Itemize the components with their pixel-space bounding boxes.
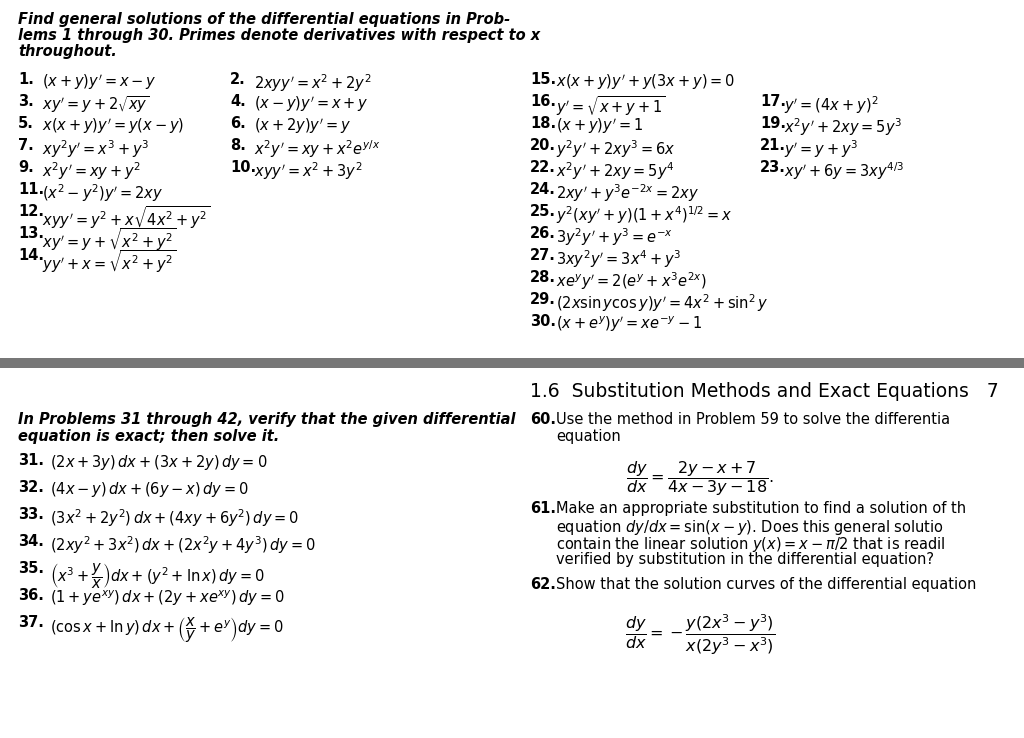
Text: $xyy' = y^2 + x\sqrt{4x^2 + y^2}$: $xyy' = y^2 + x\sqrt{4x^2 + y^2}$: [42, 204, 211, 231]
Text: $(1 + ye^{xy})\,dx + (2y + xe^{xy})\,dy = 0$: $(1 + ye^{xy})\,dx + (2y + xe^{xy})\,dy …: [50, 588, 285, 607]
Text: $xy' + 6y = 3xy^{4/3}$: $xy' + 6y = 3xy^{4/3}$: [784, 160, 904, 182]
Text: $y^2y' + 2xy^3 = 6x$: $y^2y' + 2xy^3 = 6x$: [556, 138, 676, 159]
Text: 62.: 62.: [530, 577, 556, 592]
Text: $2xy' + y^3e^{-2x} = 2xy$: $2xy' + y^3e^{-2x} = 2xy$: [556, 182, 699, 204]
Text: 34.: 34.: [18, 534, 44, 549]
Text: 10.: 10.: [230, 160, 256, 175]
Text: $yy' + x = \sqrt{x^2 + y^2}$: $yy' + x = \sqrt{x^2 + y^2}$: [42, 248, 176, 275]
Text: 28.: 28.: [530, 270, 556, 285]
Text: $(2x \sin y \cos y)y' = 4x^2 + \sin^2 y$: $(2x \sin y \cos y)y' = 4x^2 + \sin^2 y$: [556, 292, 768, 314]
Text: 19.: 19.: [760, 116, 786, 131]
Text: $3xy^2y' = 3x^4 + y^3$: $3xy^2y' = 3x^4 + y^3$: [556, 248, 682, 269]
Text: 37.: 37.: [18, 615, 44, 630]
Text: 18.: 18.: [530, 116, 556, 131]
Text: verified by substitution in the differential equation?: verified by substitution in the differen…: [556, 552, 934, 567]
Text: 35.: 35.: [18, 561, 44, 576]
Text: 5.: 5.: [18, 116, 34, 131]
Text: $x^2y' + 2xy = 5y^3$: $x^2y' + 2xy = 5y^3$: [784, 116, 902, 138]
Text: 1.: 1.: [18, 72, 34, 87]
Text: 4.: 4.: [230, 94, 246, 109]
Text: Use the method in Problem 59 to solve the differentia: Use the method in Problem 59 to solve th…: [556, 412, 950, 427]
Text: 14.: 14.: [18, 248, 44, 263]
Text: 31.: 31.: [18, 453, 44, 468]
Text: 7.: 7.: [18, 138, 34, 153]
Text: $xy' = y + 2\sqrt{xy}$: $xy' = y + 2\sqrt{xy}$: [42, 94, 150, 115]
Text: $y' = \sqrt{x + y + 1}$: $y' = \sqrt{x + y + 1}$: [556, 94, 666, 118]
Text: 20.: 20.: [530, 138, 556, 153]
Text: equation $dy/dx = \sin(x - y)$. Does this general solutio: equation $dy/dx = \sin(x - y)$. Does thi…: [556, 518, 944, 537]
Text: $(x + y)y' = x - y$: $(x + y)y' = x - y$: [42, 72, 157, 92]
Text: $x^2y' = xy + y^2$: $x^2y' = xy + y^2$: [42, 160, 141, 182]
Text: 24.: 24.: [530, 182, 556, 197]
Text: 60.: 60.: [530, 412, 556, 427]
Text: 12.: 12.: [18, 204, 44, 219]
Text: $(\cos x + \ln y)\,dx + \left(\dfrac{x}{y} + e^y\right)dy = 0$: $(\cos x + \ln y)\,dx + \left(\dfrac{x}{…: [50, 615, 284, 644]
Text: 13.: 13.: [18, 226, 44, 241]
Text: $(x + e^y)y' = xe^{-y} - 1$: $(x + e^y)y' = xe^{-y} - 1$: [556, 314, 702, 334]
Text: 15.: 15.: [530, 72, 556, 87]
Text: 1.6  Substitution Methods and Exact Equations   7: 1.6 Substitution Methods and Exact Equat…: [530, 382, 998, 401]
Text: $(x + y)y' = 1$: $(x + y)y' = 1$: [556, 116, 643, 136]
Text: $xe^yy' = 2(e^y + x^3e^{2x})$: $xe^yy' = 2(e^y + x^3e^{2x})$: [556, 270, 707, 292]
Text: 25.: 25.: [530, 204, 556, 219]
Text: 30.: 30.: [530, 314, 556, 329]
Text: lems 1 through 30. Primes denote derivatives with respect to x: lems 1 through 30. Primes denote derivat…: [18, 28, 540, 43]
Text: 17.: 17.: [760, 94, 786, 109]
Text: $xyy' = x^2 + 3y^2$: $xyy' = x^2 + 3y^2$: [254, 160, 362, 182]
Text: $(2x + 3y)\,dx + (3x + 2y)\,dy = 0$: $(2x + 3y)\,dx + (3x + 2y)\,dy = 0$: [50, 453, 267, 472]
Bar: [0, 358, 1024, 368]
Text: throughout.: throughout.: [18, 44, 117, 59]
Text: 8.: 8.: [230, 138, 246, 153]
Text: 16.: 16.: [530, 94, 556, 109]
Text: 27.: 27.: [530, 248, 556, 263]
Text: $(x - y)y' = x + y$: $(x - y)y' = x + y$: [254, 94, 369, 114]
Text: $x(x + y)y' + y(3x + y) = 0$: $x(x + y)y' + y(3x + y) = 0$: [556, 72, 735, 92]
Text: equation: equation: [556, 429, 621, 444]
Text: 33.: 33.: [18, 507, 44, 522]
Text: 23.: 23.: [760, 160, 785, 175]
Text: $x^2y' = xy + x^2e^{y/x}$: $x^2y' = xy + x^2e^{y/x}$: [254, 138, 380, 159]
Text: $(x + 2y)y' = y$: $(x + 2y)y' = y$: [254, 116, 351, 136]
Text: 21.: 21.: [760, 138, 786, 153]
Text: $(4x - y)\,dx + (6y - x)\,dy = 0$: $(4x - y)\,dx + (6y - x)\,dy = 0$: [50, 480, 249, 499]
Text: 9.: 9.: [18, 160, 34, 175]
Text: 22.: 22.: [530, 160, 556, 175]
Text: contain the linear solution $y(x) = x - \pi/2$ that is readil: contain the linear solution $y(x) = x - …: [556, 535, 945, 554]
Text: $3y^2y' + y^3 = e^{-x}$: $3y^2y' + y^3 = e^{-x}$: [556, 226, 673, 248]
Text: 3.: 3.: [18, 94, 34, 109]
Text: Make an appropriate substitution to find a solution of th: Make an appropriate substitution to find…: [556, 501, 966, 516]
Text: $xy' = y + \sqrt{x^2 + y^2}$: $xy' = y + \sqrt{x^2 + y^2}$: [42, 226, 176, 253]
Text: In Problems 31 through 42, verify that the given differential: In Problems 31 through 42, verify that t…: [18, 412, 515, 427]
Text: equation is exact; then solve it.: equation is exact; then solve it.: [18, 429, 280, 444]
Text: 2.: 2.: [230, 72, 246, 87]
Text: 29.: 29.: [530, 292, 556, 307]
Text: 36.: 36.: [18, 588, 44, 603]
Text: 61.: 61.: [530, 501, 556, 516]
Text: $\left(x^3 + \dfrac{y}{x}\right)dx + (y^2 + \ln x)\,dy = 0$: $\left(x^3 + \dfrac{y}{x}\right)dx + (y^…: [50, 561, 265, 590]
Text: $(3x^2 + 2y^2)\,dx + (4xy + 6y^2)\,dy = 0$: $(3x^2 + 2y^2)\,dx + (4xy + 6y^2)\,dy = …: [50, 507, 299, 528]
Text: $2xyy' = x^2 + 2y^2$: $2xyy' = x^2 + 2y^2$: [254, 72, 372, 94]
Text: $(2xy^2 + 3x^2)\,dx + (2x^2y + 4y^3)\,dy = 0$: $(2xy^2 + 3x^2)\,dx + (2x^2y + 4y^3)\,dy…: [50, 534, 315, 556]
Text: 32.: 32.: [18, 480, 44, 495]
Text: $xy^2y' = x^3 + y^3$: $xy^2y' = x^3 + y^3$: [42, 138, 150, 159]
Text: $\dfrac{dy}{dx} = -\dfrac{y(2x^3 - y^3)}{x(2y^3 - x^3)}$: $\dfrac{dy}{dx} = -\dfrac{y(2x^3 - y^3)}…: [625, 613, 775, 658]
Text: $y' = (4x + y)^2$: $y' = (4x + y)^2$: [784, 94, 879, 116]
Text: $y' = y + y^3$: $y' = y + y^3$: [784, 138, 858, 159]
Text: Find general solutions of the differential equations in Prob-: Find general solutions of the differenti…: [18, 12, 510, 27]
Text: $x^2y' + 2xy = 5y^4$: $x^2y' + 2xy = 5y^4$: [556, 160, 675, 182]
Text: $\dfrac{dy}{dx} = \dfrac{2y - x + 7}{4x - 3y - 18}.$: $\dfrac{dy}{dx} = \dfrac{2y - x + 7}{4x …: [627, 459, 774, 498]
Text: $y^2(xy' + y)(1 + x^4)^{1/2} = x$: $y^2(xy' + y)(1 + x^4)^{1/2} = x$: [556, 204, 732, 226]
Text: $x(x + y)y' = y(x - y)$: $x(x + y)y' = y(x - y)$: [42, 116, 184, 136]
Text: 11.: 11.: [18, 182, 44, 197]
Text: $(x^2 - y^2)y' = 2xy$: $(x^2 - y^2)y' = 2xy$: [42, 182, 164, 204]
Text: 26.: 26.: [530, 226, 556, 241]
Text: Show that the solution curves of the differential equation: Show that the solution curves of the dif…: [556, 577, 976, 592]
Text: 6.: 6.: [230, 116, 246, 131]
